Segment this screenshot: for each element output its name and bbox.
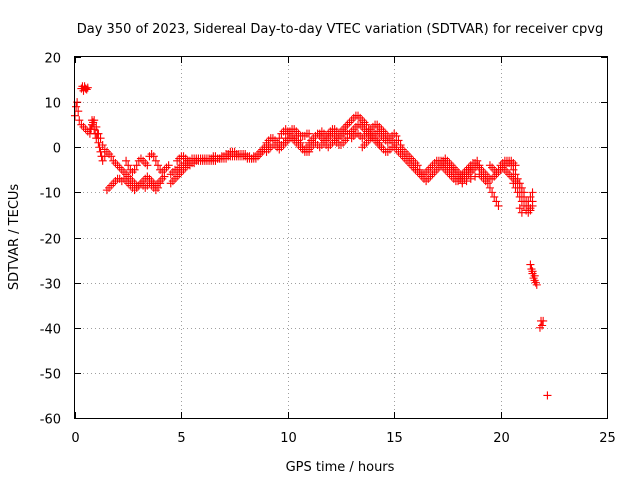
data-point bbox=[513, 188, 522, 197]
data-point bbox=[471, 172, 480, 181]
data-point bbox=[483, 179, 492, 188]
data-point bbox=[490, 192, 499, 201]
y-tick-label: -20 bbox=[40, 233, 61, 248]
y-tick-label: 20 bbox=[44, 52, 61, 67]
y-tick-label: -10 bbox=[40, 187, 61, 202]
x-tick-label: 15 bbox=[386, 431, 403, 446]
data-point bbox=[530, 271, 539, 280]
data-point bbox=[149, 152, 158, 161]
chart-title: Day 350 of 2023, Sidereal Day-to-day VTE… bbox=[77, 22, 603, 37]
data-point bbox=[526, 192, 535, 201]
data-point bbox=[494, 201, 503, 210]
data-point bbox=[532, 280, 541, 289]
data-point bbox=[458, 179, 467, 188]
grid-lines bbox=[75, 57, 607, 418]
data-point bbox=[107, 152, 116, 161]
y-tick-label: -50 bbox=[40, 368, 61, 383]
data-point bbox=[517, 197, 526, 206]
data-point bbox=[94, 129, 103, 138]
axis-ticks bbox=[75, 57, 608, 419]
data-point bbox=[292, 131, 301, 141]
data-point bbox=[296, 138, 305, 147]
y-tick-label: -40 bbox=[40, 323, 61, 338]
data-point bbox=[298, 143, 307, 152]
data-point bbox=[485, 183, 495, 192]
data-point bbox=[132, 161, 141, 170]
data-point bbox=[153, 183, 163, 192]
tick-labels: 0 5 10 15 20 25 -60 -50 -40 -30 -20 -10 0 10 20 bbox=[40, 52, 616, 447]
data-point bbox=[462, 177, 471, 186]
data-point bbox=[526, 260, 535, 269]
data-point bbox=[515, 192, 524, 201]
data-point bbox=[100, 152, 109, 161]
data-points bbox=[70, 82, 552, 400]
x-tick-label: 25 bbox=[599, 431, 616, 446]
x-tick-label: 20 bbox=[493, 431, 510, 446]
data-point bbox=[528, 188, 537, 197]
data-point bbox=[122, 156, 131, 165]
data-point bbox=[183, 156, 192, 165]
data-point bbox=[362, 120, 371, 129]
data-point bbox=[124, 161, 133, 170]
x-tick-label: 5 bbox=[177, 431, 185, 446]
data-point bbox=[519, 201, 529, 210]
data-point bbox=[87, 120, 97, 129]
data-point bbox=[543, 391, 552, 400]
data-point bbox=[96, 134, 105, 143]
data-point bbox=[535, 323, 545, 332]
data-point bbox=[488, 188, 497, 197]
data-point bbox=[94, 138, 103, 147]
data-point bbox=[473, 156, 482, 165]
data-point bbox=[72, 102, 81, 111]
data-point bbox=[275, 134, 284, 143]
y-tick-label: 0 bbox=[53, 142, 61, 157]
y-axis-label: SDTVAR / TECUs bbox=[7, 184, 22, 291]
data-point bbox=[98, 156, 107, 165]
y-tick-label: -60 bbox=[40, 413, 61, 428]
data-point bbox=[90, 116, 99, 125]
data-point bbox=[85, 125, 94, 134]
data-point bbox=[96, 147, 105, 156]
y-tick-label: 10 bbox=[44, 97, 61, 112]
plot-frame bbox=[74, 56, 608, 419]
data-point bbox=[524, 208, 533, 217]
data-point bbox=[539, 316, 548, 326]
data-point bbox=[153, 161, 163, 170]
data-point bbox=[515, 204, 524, 213]
data-point bbox=[492, 197, 501, 206]
data-point bbox=[100, 145, 109, 154]
data-point bbox=[98, 140, 107, 150]
data-point bbox=[385, 136, 394, 145]
data-point bbox=[494, 165, 503, 174]
data-point bbox=[160, 172, 169, 181]
x-axis-label: GPS time / hours bbox=[286, 460, 395, 475]
data-point bbox=[164, 161, 173, 170]
data-point bbox=[305, 129, 314, 138]
data-point bbox=[509, 165, 518, 174]
x-tick-label: 0 bbox=[71, 431, 79, 446]
data-point bbox=[151, 156, 160, 165]
data-point bbox=[156, 179, 165, 188]
data-point bbox=[392, 131, 401, 141]
data-point bbox=[394, 136, 403, 145]
data-point bbox=[83, 83, 92, 92]
data-point bbox=[143, 161, 152, 170]
data-point bbox=[466, 174, 475, 183]
data-point bbox=[413, 161, 422, 170]
y-tick-label: -30 bbox=[40, 278, 61, 293]
data-point bbox=[453, 174, 463, 183]
data-point bbox=[511, 183, 520, 192]
x-tick-label: 10 bbox=[280, 431, 297, 446]
data-point bbox=[74, 107, 83, 116]
data-point bbox=[75, 116, 84, 125]
data-point bbox=[507, 161, 516, 170]
data-point bbox=[509, 179, 518, 188]
data-point bbox=[528, 201, 537, 210]
data-point bbox=[130, 165, 139, 174]
data-point bbox=[511, 170, 520, 179]
data-point bbox=[92, 122, 101, 131]
data-point bbox=[517, 208, 526, 217]
